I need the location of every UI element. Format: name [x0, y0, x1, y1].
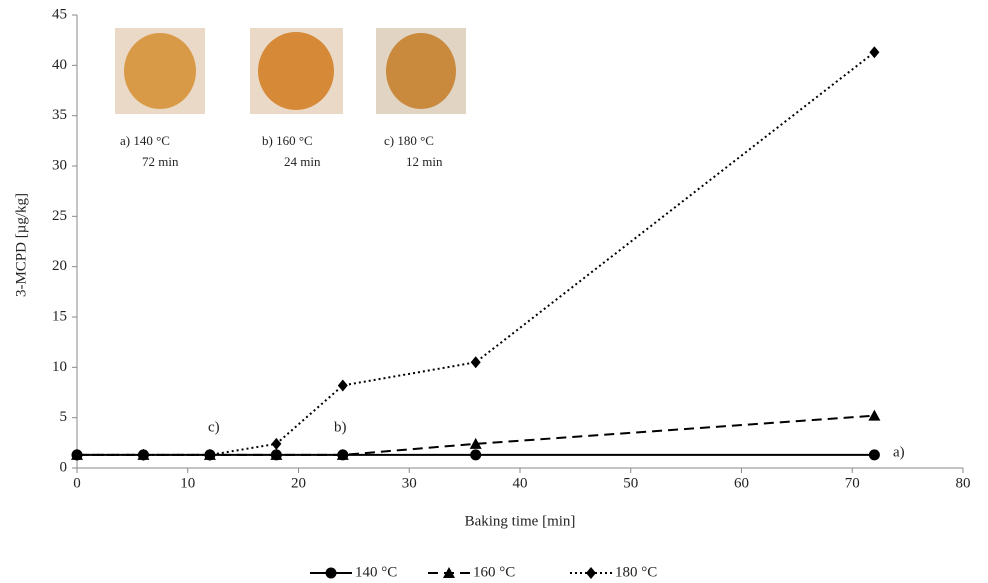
y-axis-title: 3-MCPD [µg/kg] [13, 193, 29, 297]
y-tick-label: 15 [52, 308, 67, 324]
marker [869, 449, 880, 460]
inset-time: 12 min [406, 154, 443, 169]
legend-label: 140 °C [355, 564, 397, 580]
y-tick-label: 10 [52, 359, 67, 375]
marker [586, 567, 596, 579]
x-tick-label: 80 [956, 475, 971, 491]
legend-label: 160 °C [473, 564, 515, 580]
series-line [77, 416, 874, 455]
marker [868, 410, 880, 421]
inset-label: b) 160 °C [262, 133, 313, 148]
inset-time: 72 min [142, 154, 179, 169]
inset-label: a) 140 °C [120, 133, 170, 148]
y-tick-label: 35 [52, 107, 67, 123]
inset-label: c) 180 °C [384, 133, 434, 148]
biscuit [258, 32, 334, 110]
annotation: b) [334, 419, 347, 435]
y-tick-label: 45 [52, 6, 67, 22]
x-tick-label: 30 [402, 475, 417, 491]
chart: Baking time [min] 3-MCPD [µg/kg] 0 10 20 30… [0, 0, 988, 583]
x-tick-label: 70 [845, 475, 860, 491]
x-tick-label: 20 [291, 475, 306, 491]
marker [326, 568, 337, 579]
marker [338, 379, 348, 391]
y-tick-label: 40 [52, 57, 67, 73]
x-tick-label: 50 [623, 475, 638, 491]
x-tick-label: 60 [734, 475, 749, 491]
marker [869, 46, 879, 58]
legend-label: 180 °C [615, 564, 657, 580]
y-tick-label: 25 [52, 208, 67, 224]
inset-photos [115, 28, 466, 114]
annotation: c) [208, 419, 220, 435]
x-tick-label: 40 [513, 475, 528, 491]
annotation: a) [893, 444, 905, 460]
y-tick-label: 5 [60, 409, 68, 425]
x-tick-label: 10 [180, 475, 195, 491]
y-tick-label: 20 [52, 258, 67, 274]
y-tick-label: 30 [52, 157, 67, 173]
x-axis-title: Baking time [min] [465, 513, 576, 529]
biscuit [386, 33, 456, 109]
biscuit [124, 33, 196, 109]
x-tick-label: 0 [73, 475, 81, 491]
inset-time: 24 min [284, 154, 321, 169]
marker [471, 356, 481, 368]
marker [470, 449, 481, 460]
y-tick-label: 0 [60, 459, 68, 475]
